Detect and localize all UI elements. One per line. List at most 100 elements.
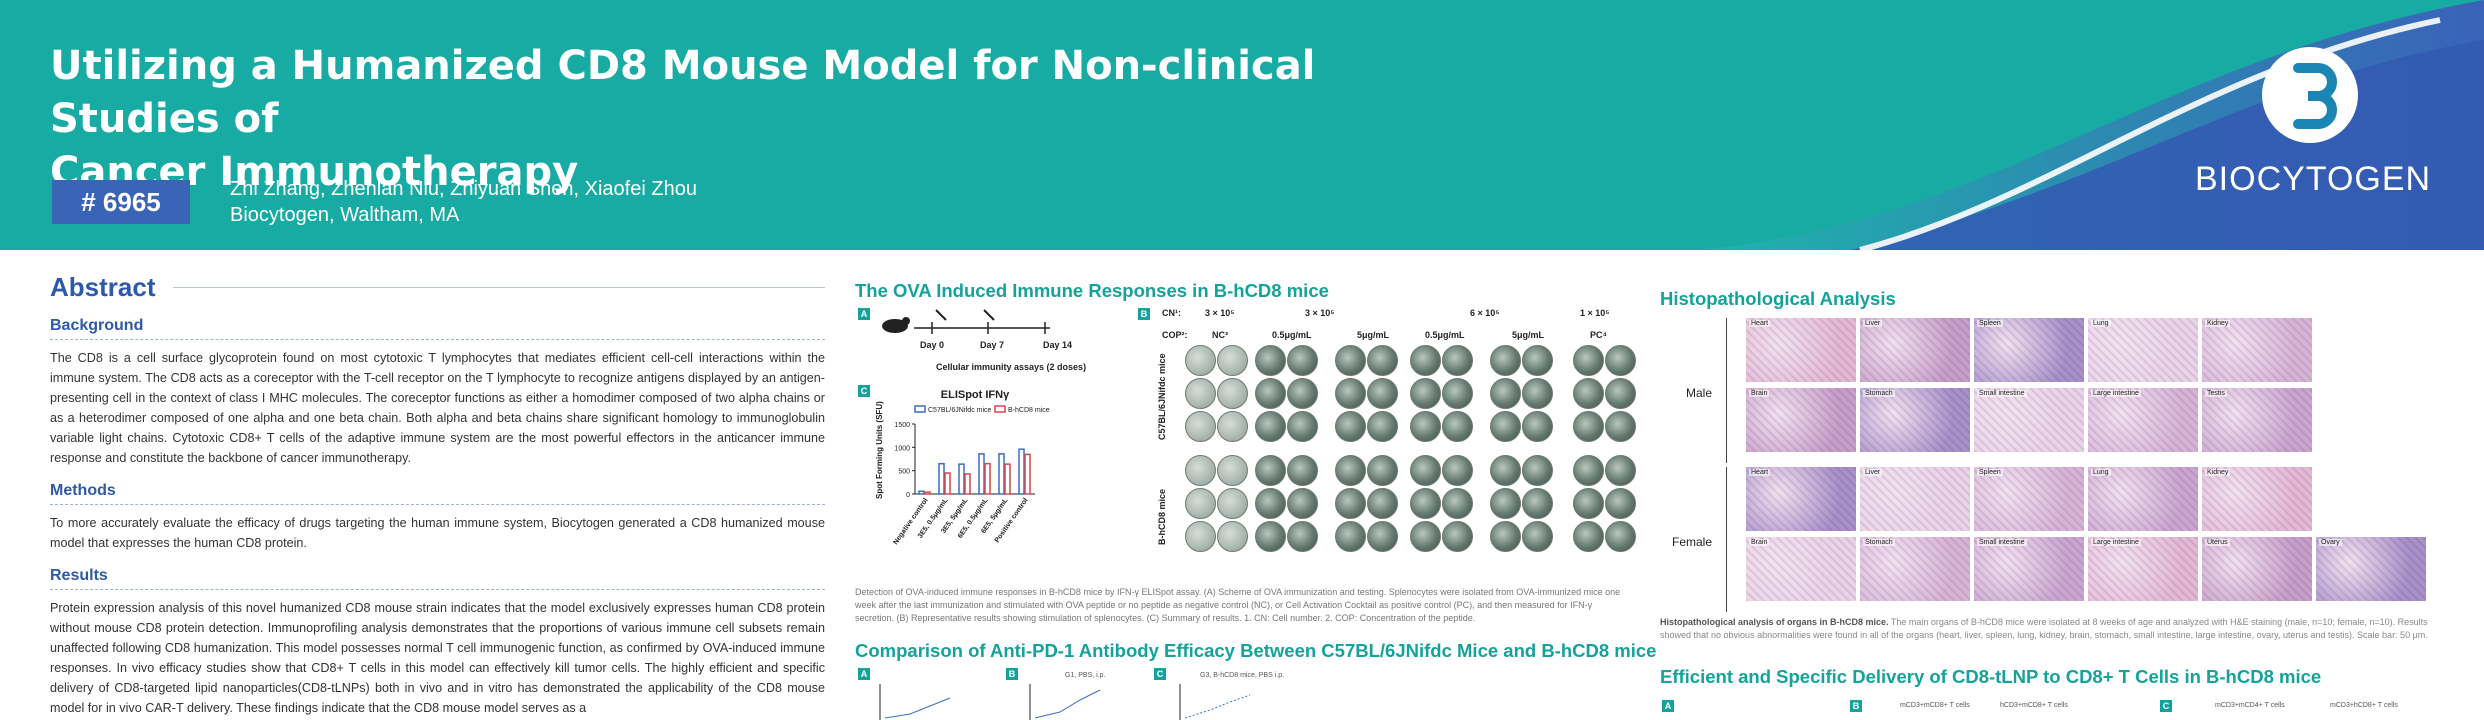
histo-caption-text: The main organs of B-hCD8 mice were isol… <box>1660 617 2428 640</box>
pd1-panel-b-label: G1, PBS, i.p. <box>1065 672 1106 679</box>
cn-label: CN¹: <box>1162 308 1181 318</box>
bar-1-6 <box>1018 448 1025 495</box>
delivery-panel-b2-label: hCD3+mCD8+ T cells <box>2000 702 2068 709</box>
divider <box>173 287 825 288</box>
delivery-panel-b-label: mCD3+mCD8+ T cells <box>1900 702 1970 709</box>
elispot-well <box>1522 521 1553 552</box>
y-tick-label: 1500 <box>894 422 910 429</box>
delivery-panel-c2-label: mCD3+hCD8+ T cells <box>2330 702 2398 709</box>
day0-label: Day 0 <box>920 340 945 350</box>
histology-image: Large intestine <box>2088 537 2198 601</box>
histology-image: Small intestine <box>1974 537 2084 601</box>
histo-caption-bold: Histopathological analysis of organs in … <box>1660 617 1889 627</box>
elispot-well <box>1367 411 1398 442</box>
elispot-well <box>1367 378 1398 409</box>
delivery-panel-c-label: mCD3+mCD4+ T cells <box>2215 702 2285 709</box>
elispot-well <box>1287 521 1318 552</box>
delivery-section-title: Efficient and Specific Delivery of CD8-t… <box>1660 666 2322 687</box>
background-text: The CD8 is a cell surface glycoprotein f… <box>50 351 825 465</box>
elispot-well <box>1605 345 1636 376</box>
header-banner: Utilizing a Humanized CD8 Mouse Model fo… <box>0 0 2484 250</box>
elispot-well <box>1410 488 1441 519</box>
row1-label: C57BL/6JNifdc mice <box>1157 353 1167 440</box>
histology-label: Liver <box>1863 469 1883 476</box>
histology-label: Stomach <box>1863 390 1895 397</box>
bar-1-1 <box>918 490 925 495</box>
histology-label: Spleen <box>1977 469 2003 476</box>
histology-image: Liver <box>1860 318 1970 382</box>
background-heading: Background <box>50 317 825 340</box>
legend-label-1: C57BL/6JNifdc mice <box>928 407 992 414</box>
elispot-well <box>1522 455 1553 486</box>
histology-image: Heart <box>1746 318 1856 382</box>
day14-label: Day 14 <box>1043 340 1073 350</box>
elispot-well <box>1185 378 1216 409</box>
histology-image: Testis <box>2202 388 2312 452</box>
histology-label: Ovary <box>2319 539 2342 546</box>
histology-image: Stomach <box>1860 537 1970 601</box>
legend-swatch-1 <box>914 405 926 413</box>
bar-1-2 <box>938 462 945 495</box>
histology-label: Heart <box>1749 469 1771 476</box>
elispot-well <box>1605 411 1636 442</box>
elispot-well <box>1287 378 1318 409</box>
histology-image: Brain <box>1746 388 1856 452</box>
elispot-well <box>1185 521 1216 552</box>
histology-label: Lung <box>2091 320 2111 327</box>
elispot-well <box>1287 488 1318 519</box>
histology-label: Liver <box>1863 320 1883 327</box>
cn-value-4: 1 × 10⁵ <box>1580 308 1610 318</box>
histology-label: Heart <box>1749 320 1771 327</box>
elispot-well <box>1217 411 1248 442</box>
elispot-well <box>1217 378 1248 409</box>
histology-image: Kidney <box>2202 467 2312 531</box>
pd1-panel-c-label: G3, B-hCD8 mice, PBS i.p. <box>1200 672 1285 679</box>
elispot-well <box>1573 488 1604 519</box>
authors-block: Zhi Zhang, Zhenlan Niu, Zhiyuan Shen, Xi… <box>230 176 697 228</box>
elispot-well <box>1185 345 1216 376</box>
panel-a-tag: A <box>858 308 870 320</box>
elispot-well <box>1605 378 1636 409</box>
legend-swatch-2 <box>994 405 1006 413</box>
bar-2-5 <box>1004 463 1011 495</box>
cn-value-3: 6 × 10⁵ <box>1470 308 1500 318</box>
cop-value-2: 0.5μg/mL <box>1272 330 1312 340</box>
histology-image: Lung <box>2088 318 2198 382</box>
bar-2-2 <box>944 472 951 495</box>
title-line-1: Utilizing a Humanized CD8 Mouse Model fo… <box>50 43 1316 142</box>
histology-image: Spleen <box>1974 318 2084 382</box>
elispot-well <box>1442 521 1473 552</box>
elispot-well <box>1185 455 1216 486</box>
elispot-well <box>1335 345 1366 376</box>
bar-2-1 <box>924 491 931 495</box>
elispot-well <box>1605 521 1636 552</box>
day7-label: Day 7 <box>980 340 1005 350</box>
ova-scheme <box>882 309 1050 334</box>
pd1-panel-b-tag: B <box>1006 668 1018 680</box>
elispot-well <box>1442 488 1473 519</box>
bar-2-6 <box>1024 453 1031 495</box>
histology-label: Large intestine <box>2091 390 2141 397</box>
bar-1-4 <box>978 453 985 495</box>
delivery-panel-b-tag: B <box>1850 700 1862 712</box>
elispot-well <box>1605 488 1636 519</box>
elispot-well <box>1522 345 1553 376</box>
elispot-well <box>1255 411 1286 442</box>
elispot-well <box>1367 488 1398 519</box>
elispot-well <box>1217 521 1248 552</box>
ova-caption: Detection of OVA-induced immune response… <box>855 587 1621 623</box>
abstract-heading-text: Abstract <box>50 272 156 302</box>
methods-heading: Methods <box>50 482 825 505</box>
elispot-well <box>1490 455 1521 486</box>
elispot-plates <box>1185 345 1636 560</box>
logo-text: BIOCYTOGEN <box>2195 160 2432 198</box>
male-label: Male <box>1686 386 1713 400</box>
elispot-well <box>1217 345 1248 376</box>
histology-label: Testis <box>2205 390 2227 397</box>
elispot-well <box>1255 455 1286 486</box>
elispot-well <box>1573 455 1604 486</box>
abstract-heading: Abstract <box>50 272 825 303</box>
elispot-well <box>1442 411 1473 442</box>
elispot-well <box>1490 378 1521 409</box>
x-tick-label: Negative control <box>892 497 929 546</box>
